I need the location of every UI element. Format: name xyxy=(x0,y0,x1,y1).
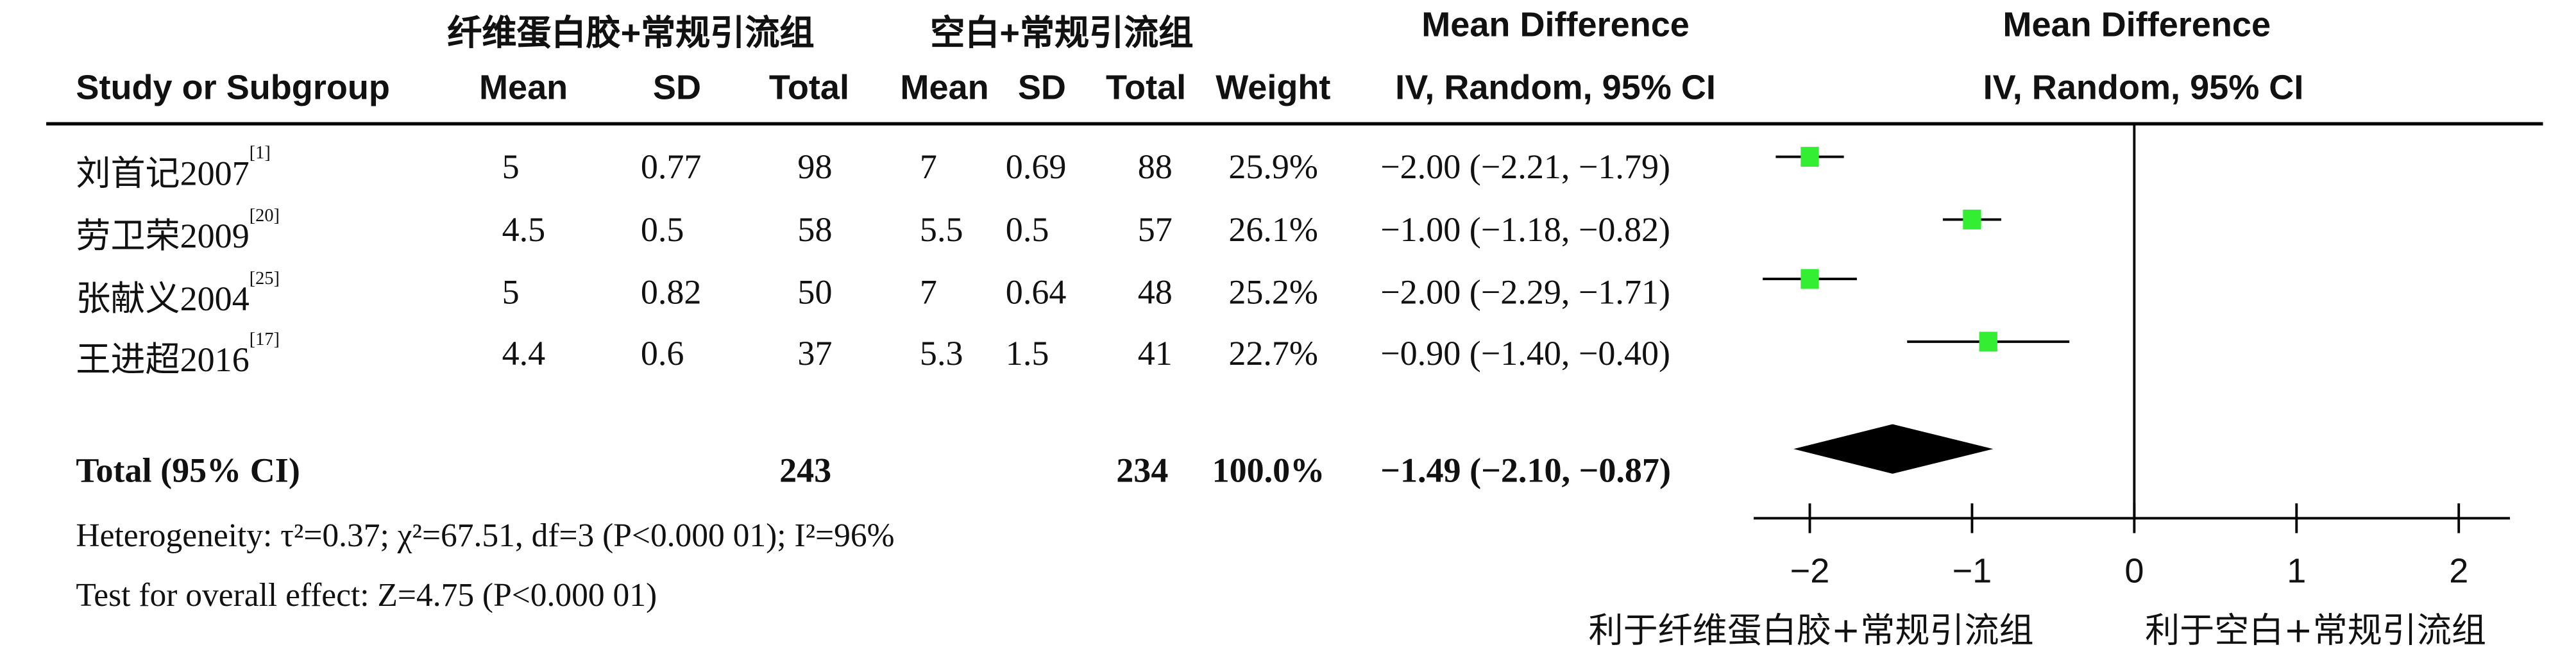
plot-title: Mean Difference xyxy=(2003,6,2271,45)
exp-mean: 5 xyxy=(502,147,520,187)
weight: 25.9% xyxy=(1228,147,1318,187)
exp-total: 58 xyxy=(797,209,833,249)
total-label: Total (95% CI) xyxy=(76,450,300,490)
x-tick-label: 2 xyxy=(2449,552,2468,590)
ctrl-mean: 5.5 xyxy=(919,209,963,249)
ctrl-mean: 7 xyxy=(919,272,937,312)
study-name: 刘首记2007[1] xyxy=(76,143,271,194)
weight: 22.7% xyxy=(1228,333,1318,373)
x-tick-label: −1 xyxy=(1953,552,1992,590)
ci-text: −1.00 (−1.18, −0.82) xyxy=(1380,209,1671,249)
x-tick-label: 0 xyxy=(2124,552,2144,590)
group-ctrl-header: 空白+常规引流组 xyxy=(930,15,1194,53)
col-ctrl-total: Total xyxy=(1106,69,1187,108)
favours-right-label: 利于空白+常规引流组 xyxy=(2145,610,2486,651)
col-ctrl-sd: SD xyxy=(1017,69,1066,108)
x-tick-label: 1 xyxy=(2287,552,2306,590)
exp-mean: 5 xyxy=(502,272,520,312)
ci-text: −2.00 (−2.21, −1.79) xyxy=(1380,147,1671,187)
ci-text: −0.90 (−1.40, −0.40) xyxy=(1380,333,1671,373)
exp-sd: 0.5 xyxy=(640,209,684,249)
exp-total: 50 xyxy=(797,272,833,312)
weight: 26.1% xyxy=(1228,209,1318,249)
exp-mean: 4.5 xyxy=(502,209,546,249)
total-ctrl: 234 xyxy=(1116,450,1169,490)
ctrl-sd: 0.5 xyxy=(1005,209,1049,249)
overall-effect-text: Test for overall effect: Z=4.75 (P<0.000… xyxy=(76,578,657,614)
ctrl-mean: 5.3 xyxy=(919,333,963,373)
exp-sd: 0.6 xyxy=(640,333,684,373)
ci-text: −2.00 (−2.29, −1.71) xyxy=(1380,272,1671,312)
total-ci-text: −1.49 (−2.10, −0.87) xyxy=(1380,450,1671,490)
total-weight: 100.0% xyxy=(1212,450,1325,490)
col-ctrl-mean: Mean xyxy=(900,69,989,108)
col-exp-total: Total xyxy=(768,69,850,108)
ctrl-total: 88 xyxy=(1137,147,1173,187)
col-study: Study or Subgroup xyxy=(76,69,390,108)
exp-sd: 0.82 xyxy=(640,272,702,312)
ctrl-sd: 0.64 xyxy=(1005,272,1067,312)
heterogeneity-text: Heterogeneity: τ²=0.37; χ²=67.51, df=3 (… xyxy=(76,518,895,555)
group-exp-header: 纤维蛋白胶+常规引流组 xyxy=(447,15,815,53)
exp-total: 37 xyxy=(797,333,833,373)
col-weight: Weight xyxy=(1216,69,1331,108)
ctrl-total: 57 xyxy=(1137,209,1173,249)
pooled-diamond xyxy=(1793,424,1994,474)
x-tick-label: −2 xyxy=(1790,552,1830,590)
study-name: 王进超2016[17] xyxy=(76,330,280,380)
md-subtitle: IV, Random, 95% CI xyxy=(1395,69,1716,108)
ctrl-sd: 0.69 xyxy=(1005,147,1067,187)
point-marker xyxy=(1979,331,1997,352)
ctrl-total: 48 xyxy=(1137,272,1173,312)
weight: 25.2% xyxy=(1228,272,1318,312)
exp-sd: 0.77 xyxy=(640,147,702,187)
col-exp-mean: Mean xyxy=(479,69,568,108)
ctrl-total: 41 xyxy=(1137,333,1173,373)
plot-subtitle: IV, Random, 95% CI xyxy=(1983,69,2304,108)
ctrl-sd: 1.5 xyxy=(1005,333,1049,373)
favours-left-label: 利于纤维蛋白胶+常规引流组 xyxy=(1588,610,2034,651)
exp-total: 98 xyxy=(797,147,833,187)
point-marker xyxy=(1963,209,1981,230)
total-exp: 243 xyxy=(779,450,832,490)
study-name: 张献义2004[25] xyxy=(76,269,280,319)
header-rule xyxy=(46,122,2543,126)
col-exp-sd: SD xyxy=(652,69,702,108)
study-name: 劳卫荣2009[20] xyxy=(76,206,280,256)
point-marker xyxy=(1801,269,1819,289)
md-title: Mean Difference xyxy=(1421,6,1690,45)
ctrl-mean: 7 xyxy=(919,147,937,187)
point-marker xyxy=(1801,147,1819,167)
exp-mean: 4.4 xyxy=(502,333,546,373)
